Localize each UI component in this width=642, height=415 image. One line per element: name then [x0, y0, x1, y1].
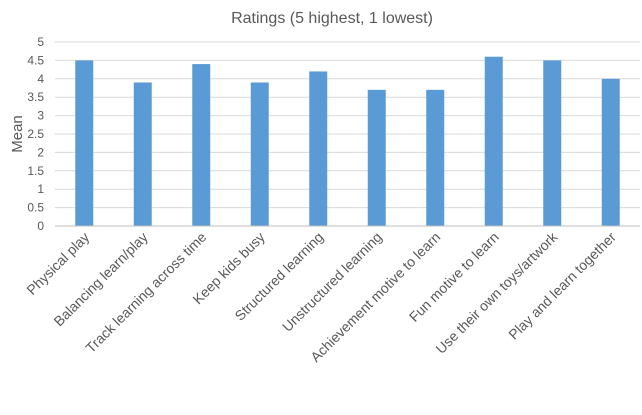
bar-4	[250, 82, 269, 226]
bar-1	[75, 60, 94, 227]
x-category-label: Play and learn together	[505, 229, 619, 343]
x-category-label: Use their own toys/artwork	[432, 228, 561, 357]
y-tick-label: 2.5	[27, 127, 44, 141]
bars	[75, 56, 620, 227]
y-tick-label: 5	[37, 35, 44, 49]
y-tick-label: 0	[37, 219, 44, 233]
y-tick-label: 4.5	[27, 53, 44, 67]
bar-9	[543, 60, 562, 227]
y-tick-label: 1.5	[27, 164, 44, 178]
bar-10	[601, 78, 620, 226]
y-tick-label: 3	[37, 109, 44, 123]
chart-title: Ratings (5 highest, 1 lowest)	[231, 10, 433, 27]
bar-8	[484, 56, 503, 226]
bar-2	[133, 82, 152, 226]
y-tick-label: 2	[37, 145, 44, 159]
bar-3	[192, 64, 211, 226]
y-tick-label: 1	[37, 182, 44, 196]
gridlines	[55, 41, 640, 209]
bar-7	[426, 89, 445, 226]
bar-6	[367, 89, 386, 226]
x-category-label: Track learning across time	[82, 229, 209, 356]
y-tick-label: 3.5	[27, 90, 44, 104]
y-tick-label: 0.5	[27, 201, 44, 215]
y-axis-ticks: 0 0.5 1 1.5 2 2.5 3 3.5 4 4.5 5	[27, 35, 44, 233]
bar-5	[309, 71, 328, 226]
y-tick-label: 4	[37, 72, 44, 86]
y-axis-label: Mean	[9, 115, 26, 153]
x-category-label: Unstructured learning	[279, 229, 385, 335]
